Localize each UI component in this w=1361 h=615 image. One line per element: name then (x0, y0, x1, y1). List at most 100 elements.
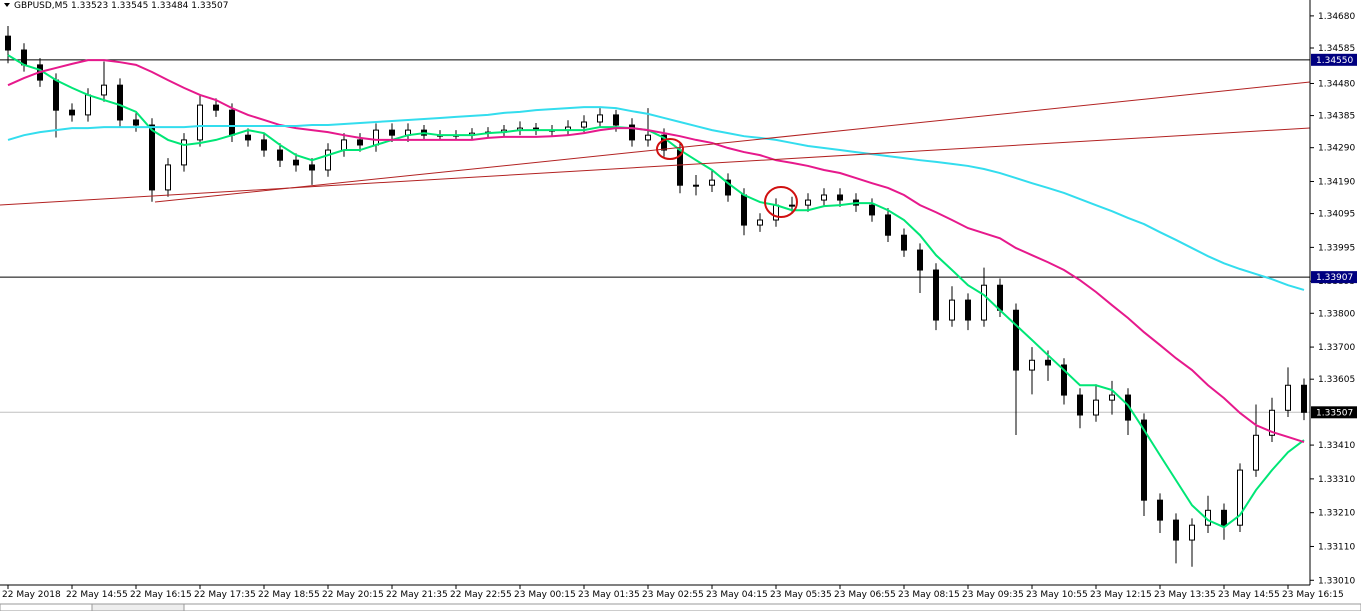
candle-body (837, 194, 843, 201)
candle-body (917, 249, 923, 271)
candle-body (581, 121, 587, 128)
x-tick-label: 22 May 17:35 (194, 590, 256, 600)
candle-body (1237, 469, 1243, 526)
candle-body (1253, 434, 1259, 471)
y-tick-label: 1.34480 (1318, 79, 1355, 89)
y-tick-label: 1.33605 (1318, 375, 1355, 385)
candle-body (933, 269, 939, 321)
candle-body (197, 104, 203, 141)
x-tick-label: 23 May 09:35 (962, 590, 1024, 600)
x-tick-label: 22 May 22:55 (450, 590, 512, 600)
scrollbar[interactable] (183, 603, 1361, 612)
candle-body (981, 284, 987, 321)
candle-body (693, 184, 699, 187)
x-tick-label: 23 May 02:55 (642, 590, 704, 600)
candle-body (1285, 384, 1291, 411)
candle-body (325, 149, 331, 171)
candle-body (53, 79, 59, 111)
candle-body (1061, 364, 1067, 396)
highlight-circle (656, 138, 684, 160)
candle-body (1157, 499, 1163, 521)
x-tick-label: 23 May 06:55 (834, 590, 896, 600)
candle-body (309, 164, 315, 171)
candle-body (149, 124, 155, 191)
chart-header: GBPUSD,M5 1.33523 1.33545 1.33484 1.3350… (14, 1, 228, 11)
x-tick-label: 22 May 14:55 (66, 590, 128, 600)
candle-body (805, 199, 811, 206)
y-tick-label: 1.33995 (1318, 243, 1355, 253)
candle-body (213, 104, 219, 111)
level-label: 1.33507 (1316, 408, 1353, 418)
y-tick-label: 1.34680 (1318, 12, 1355, 22)
y-tick-label: 1.33310 (1318, 475, 1355, 485)
trend-line (154, 81, 1311, 203)
candle-body (645, 134, 651, 141)
candle-body (821, 194, 827, 201)
candle-body (293, 159, 299, 166)
trend-line (0, 127, 1311, 206)
candle-body (613, 114, 619, 126)
x-tick-label: 23 May 04:15 (706, 590, 768, 600)
x-tick-label: 23 May 13:35 (1154, 590, 1216, 600)
candle-body (789, 204, 795, 207)
x-tick-label: 23 May 08:15 (898, 590, 960, 600)
x-tick-label: 23 May 00:15 (514, 590, 576, 600)
candle-body (261, 139, 267, 151)
candle-body (773, 204, 779, 221)
x-tick-label: 23 May 01:35 (578, 590, 640, 600)
level-box (1311, 53, 1357, 66)
x-tick-label: 23 May 14:55 (1218, 590, 1280, 600)
candle-body (1269, 409, 1275, 436)
candle-body (229, 109, 235, 136)
candle-body (757, 219, 763, 226)
candle-body (341, 139, 347, 151)
candle-body (997, 284, 1003, 311)
candle-body (1141, 419, 1147, 501)
candle-body (1301, 384, 1307, 413)
menu-arrow[interactable] (4, 3, 10, 7)
x-tick-label: 22 May 2018 (2, 590, 61, 600)
level-label: 1.34550 (1316, 56, 1353, 66)
candle-body (901, 234, 907, 251)
candle-body (245, 134, 251, 141)
candle-body (133, 119, 139, 126)
candle-body (629, 124, 635, 141)
x-tick-label: 22 May 20:15 (322, 590, 384, 600)
x-tick-label: 23 May 12:15 (1090, 590, 1152, 600)
x-tick-label: 23 May 16:15 (1282, 590, 1344, 600)
candle-body (373, 129, 379, 146)
candle-body (725, 179, 731, 196)
level-box (1311, 271, 1357, 284)
tab[interactable] (0, 603, 93, 612)
candle-body (1109, 394, 1115, 401)
candle-body (85, 94, 91, 116)
moving-average (7, 54, 1305, 529)
candle-body (117, 84, 123, 121)
candle-body (741, 194, 747, 226)
y-tick-label: 1.33800 (1318, 309, 1355, 319)
candle-body (869, 204, 875, 216)
y-tick-label: 1.33010 (1318, 576, 1355, 586)
candle-body (5, 35, 11, 51)
candle-body (949, 299, 955, 321)
candle-body (965, 299, 971, 321)
x-tick-label: 22 May 21:35 (386, 590, 448, 600)
y-tick-label: 1.33700 (1318, 343, 1355, 353)
candle-body (1173, 519, 1179, 541)
candle-body (1045, 359, 1051, 366)
tab[interactable] (91, 603, 185, 612)
candle-body (1013, 309, 1019, 371)
candle-body (597, 114, 603, 123)
y-tick-label: 1.34190 (1318, 177, 1355, 187)
y-tick-label: 1.33410 (1318, 441, 1355, 451)
candle-body (165, 164, 171, 191)
x-tick-label: 22 May 16:15 (130, 590, 192, 600)
candle-body (1189, 524, 1195, 541)
candle-body (1029, 359, 1035, 371)
candle-body (885, 214, 891, 236)
x-tick-label: 23 May 05:35 (770, 590, 832, 600)
level-box (1311, 406, 1357, 419)
y-tick-label: 1.34095 (1318, 210, 1355, 220)
y-tick-label: 1.34290 (1318, 144, 1355, 154)
